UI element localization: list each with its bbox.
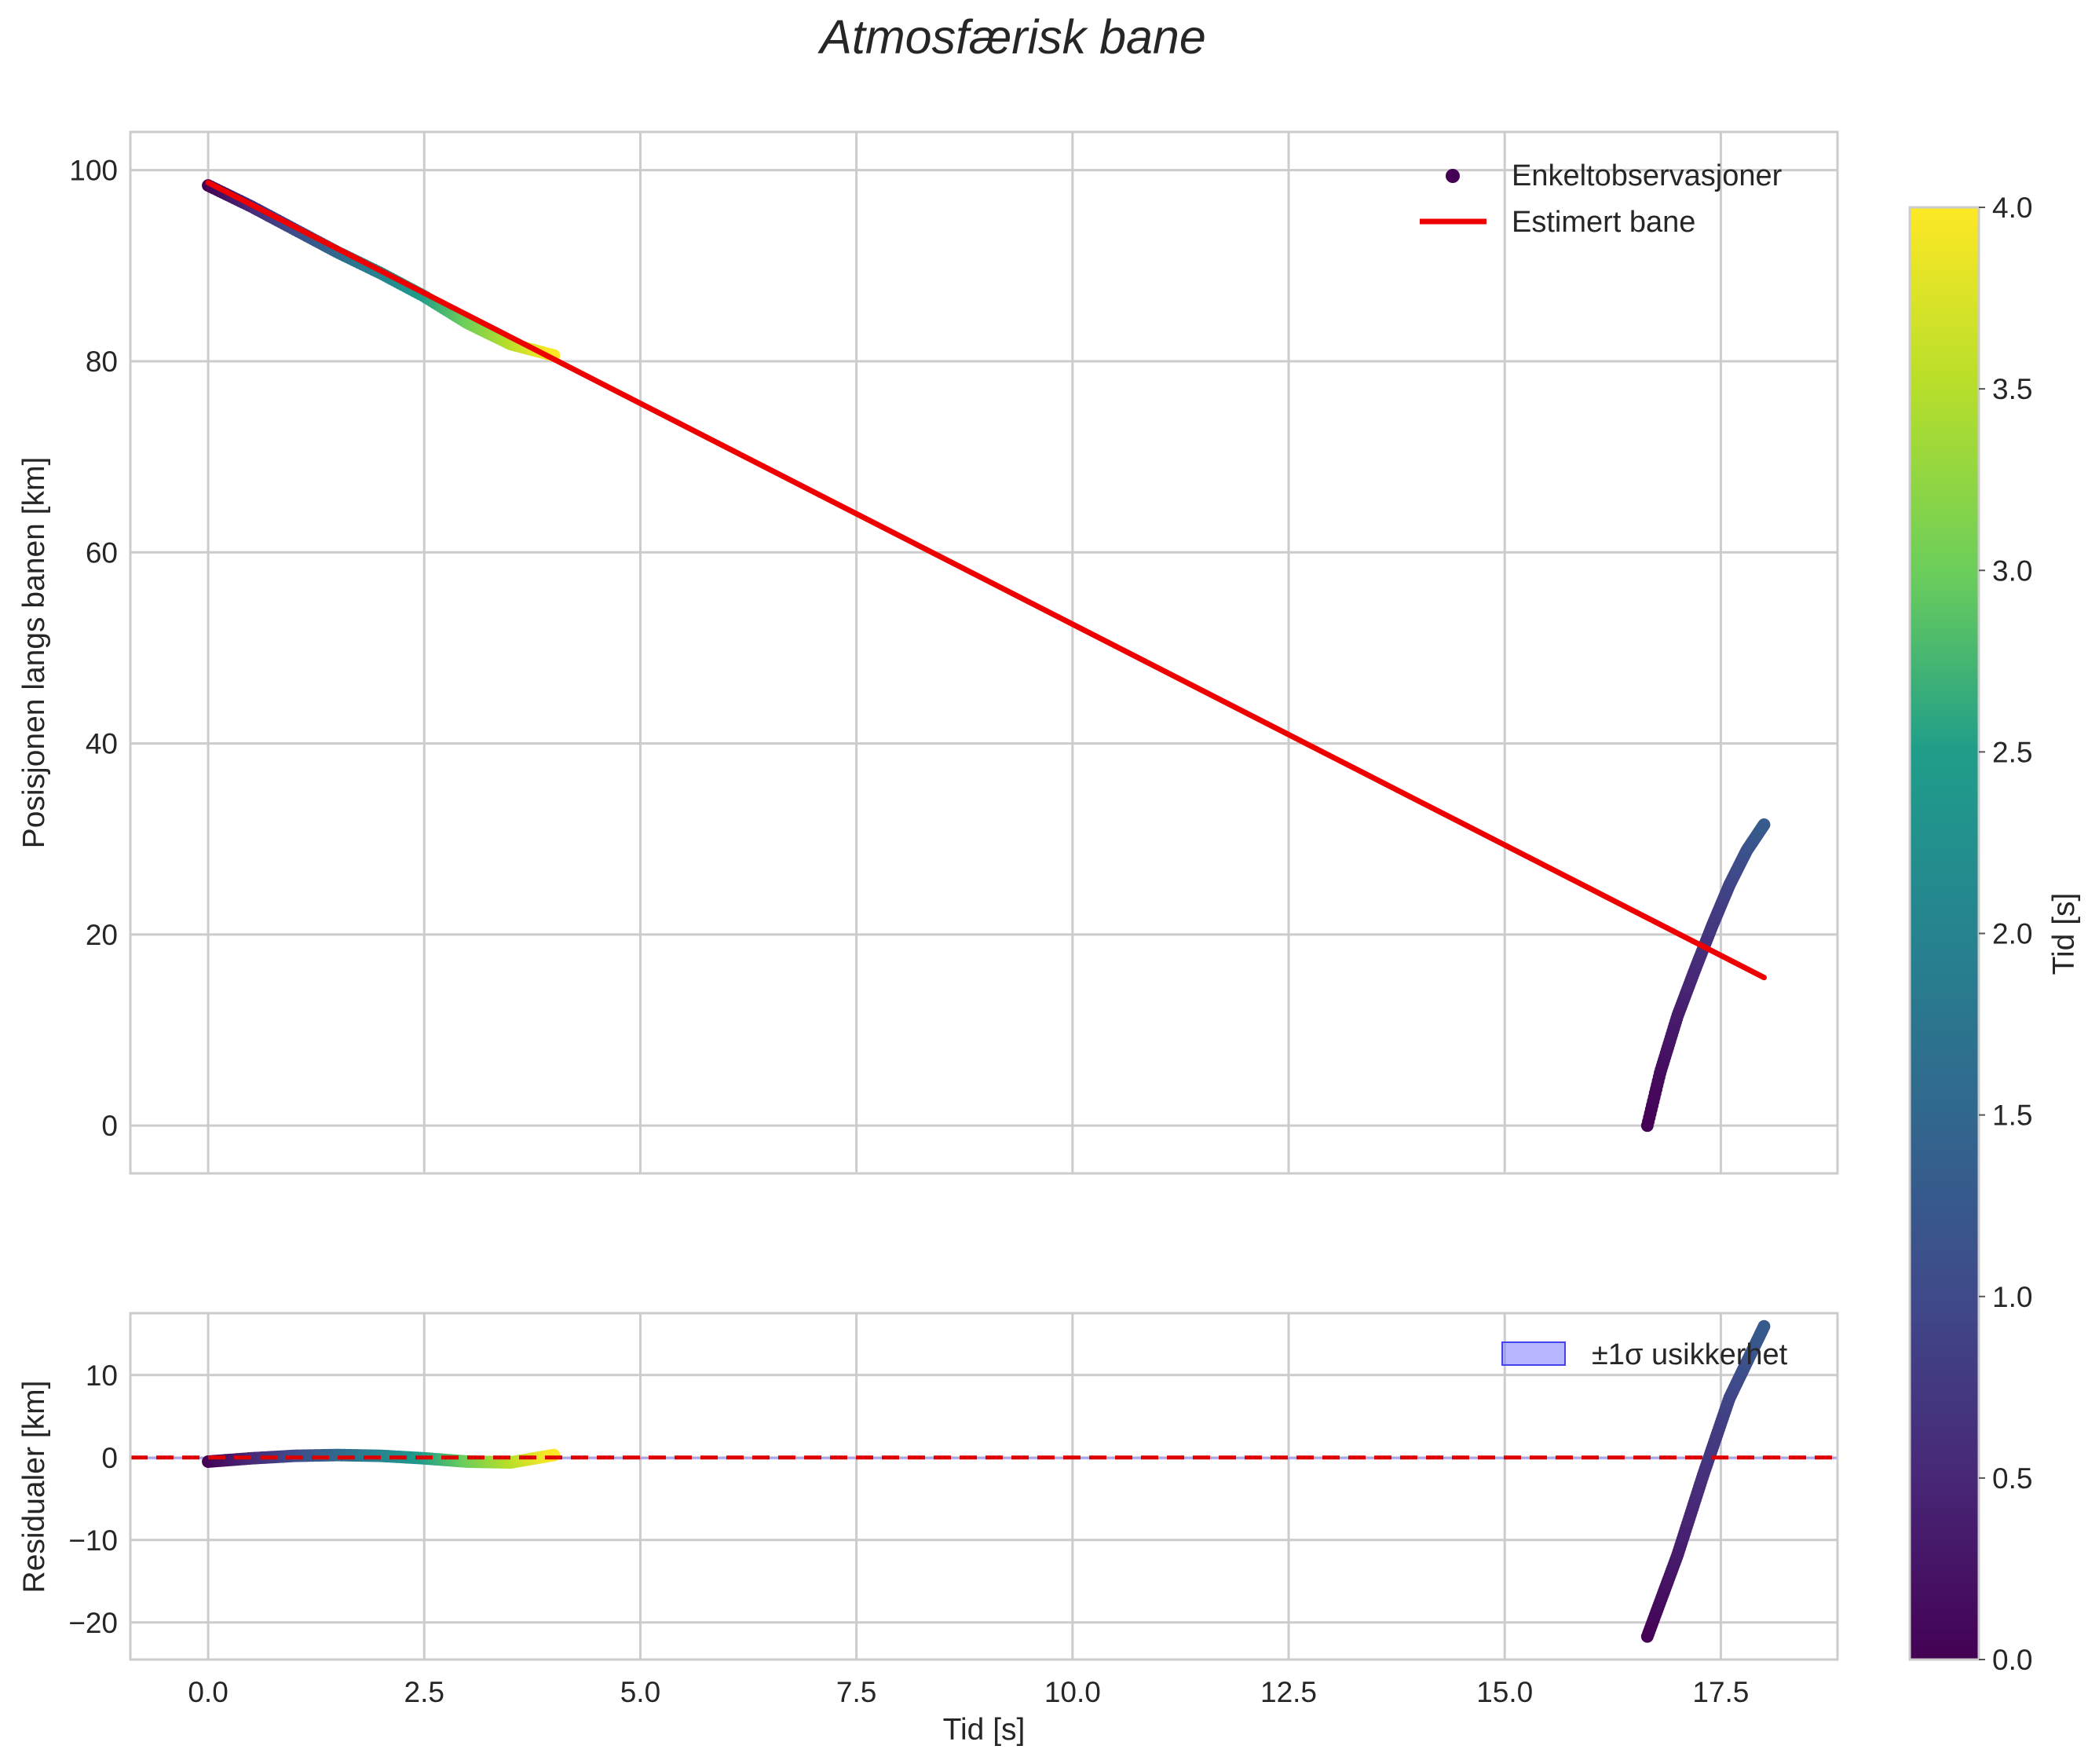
colorbar-tick-label: 1.0 — [1992, 1281, 2032, 1313]
y-tick-label: 20 — [86, 919, 118, 951]
x-axis-label: Tid [s] — [943, 1713, 1026, 1747]
colorbar-tick-label: 2.0 — [1992, 918, 2032, 950]
residuals-y-tick-labels: −20 −10 0 10 — [68, 1360, 118, 1639]
y-tick-label: 10 — [86, 1360, 118, 1392]
legend-label-uncertainty: ±1σ usikkerhet — [1592, 1338, 1788, 1371]
colorbar-tick-label: 4.0 — [1992, 192, 2032, 224]
y-tick-label: 40 — [86, 728, 118, 760]
colorbar-gradient — [1910, 207, 1979, 1660]
y-tick-label: 80 — [86, 346, 118, 378]
trajectory-panel: 0 20 40 60 80 100 Posisjonen langs banen [km]… — [17, 130, 1839, 1175]
trajectory-grid — [130, 132, 1838, 1173]
colorbar-tick-label: 2.5 — [1992, 736, 2032, 768]
estimated-trajectory-line — [205, 179, 1767, 981]
residuals-panel: −20 −10 0 10 0.0 2.5 5.0 7.5 10.0 12.5 15.0 17.5 R… — [17, 1312, 1839, 1747]
trajectory-panel-frame — [129, 130, 1839, 1175]
residuals-marks — [130, 1319, 1838, 1643]
legend-label-estimate: Estimert bane — [1512, 206, 1695, 239]
x-tick-label: 15.0 — [1476, 1676, 1533, 1708]
y-tick-label: 100 — [69, 155, 118, 187]
uncertainty-band — [130, 1457, 1838, 1460]
trajectory-legend: Enkeltobservasjoner Estimert bane — [1420, 159, 1783, 239]
colorbar-tick-label: 1.5 — [1992, 1100, 2032, 1132]
trajectory-y-axis-label: Posisjonen langs banen [km] — [17, 457, 51, 849]
colorbar-tick-label: 3.0 — [1992, 554, 2032, 587]
y-tick-label: −20 — [68, 1607, 118, 1639]
residuals-panel-background — [130, 1313, 1838, 1660]
residuals-x-tick-labels: 0.0 2.5 5.0 7.5 10.0 12.5 15.0 17.5 — [188, 1676, 1749, 1708]
colorbar-tick-label: 0.0 — [1992, 1644, 2032, 1676]
trajectory-y-tick-labels: 0 20 40 60 80 100 — [69, 155, 118, 1143]
residuals-panel-frame — [129, 1312, 1839, 1661]
colorbar: 0.0 0.5 1.0 1.5 2.0 2.5 3.0 3.5 4.0 Tid [s] — [1908, 192, 2081, 1676]
residuals-y-axis-label: Residualer [km] — [17, 1381, 51, 1594]
x-tick-label: 0.0 — [188, 1676, 228, 1708]
legend-label-observations: Enkeltobservasjoner — [1512, 159, 1783, 192]
y-tick-label: 60 — [86, 536, 118, 569]
x-tick-label: 7.5 — [836, 1676, 876, 1708]
observation-point — [1757, 1319, 1771, 1333]
x-tick-label: 5.0 — [620, 1676, 660, 1708]
y-tick-label: 0 — [101, 1442, 118, 1474]
chart-title: Atmosfærisk bane — [817, 10, 1206, 64]
y-tick-label: −10 — [68, 1524, 118, 1557]
x-tick-label: 12.5 — [1260, 1676, 1317, 1708]
legend-marker-observations — [1446, 169, 1460, 183]
y-tick-label: 0 — [101, 1110, 118, 1142]
colorbar-tick-labels: 0.0 0.5 1.0 1.5 2.0 2.5 3.0 3.5 4.0 — [1979, 192, 2032, 1676]
observation-point — [1757, 818, 1771, 831]
legend-swatch-uncertainty — [1501, 1341, 1566, 1366]
colorbar-tick-label: 3.5 — [1992, 373, 2032, 405]
residuals-legend: ±1σ usikkerhet — [1501, 1338, 1788, 1371]
x-tick-label: 17.5 — [1692, 1676, 1749, 1708]
x-tick-label: 2.5 — [404, 1676, 444, 1708]
x-tick-label: 10.0 — [1044, 1676, 1101, 1708]
trajectory-marks — [202, 179, 1771, 1133]
trajectory-panel-background — [130, 132, 1838, 1173]
colorbar-tick-label: 0.5 — [1992, 1462, 2032, 1495]
colorbar-label: Tid [s] — [2047, 893, 2081, 975]
